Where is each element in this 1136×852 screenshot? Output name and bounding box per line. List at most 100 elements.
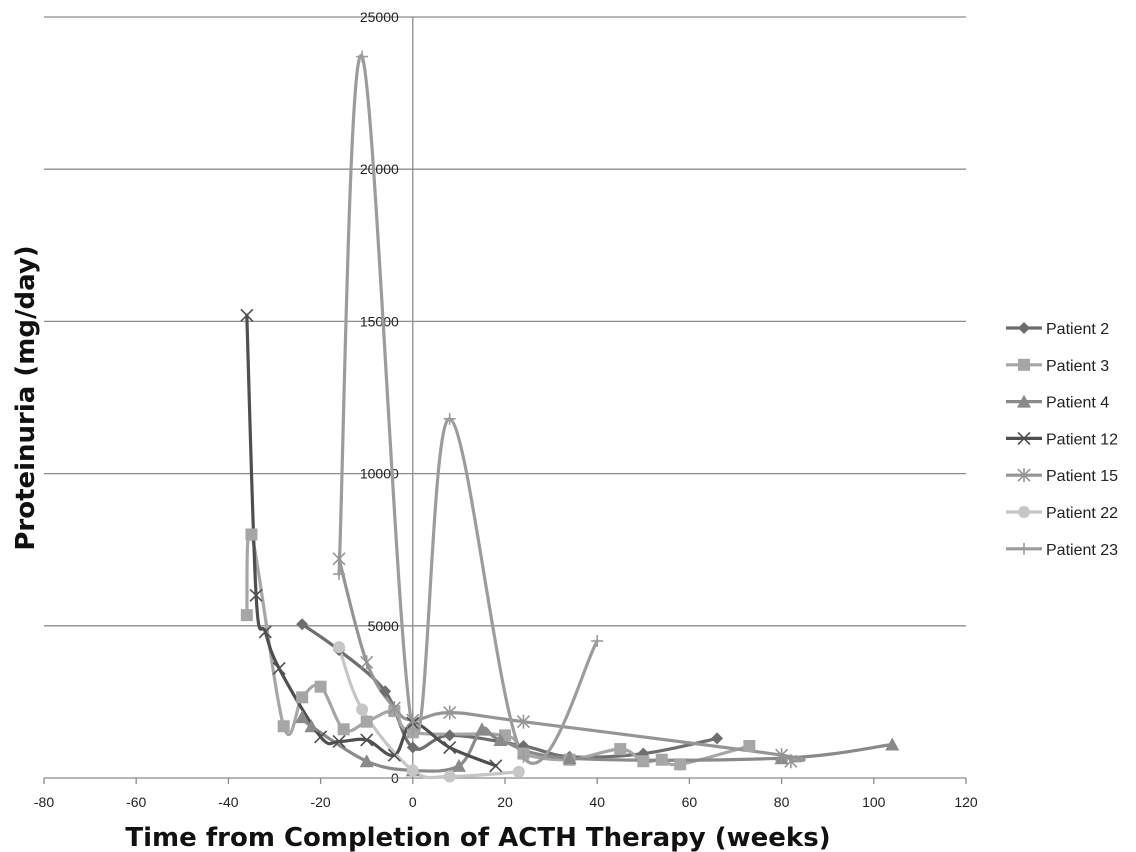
patient-22-point [512,765,525,778]
patient-12-point [249,588,263,602]
x-tick-label: 0 [409,794,417,810]
patient-12-point [272,661,286,675]
legend-item-patient-12: Patient 12 [1006,431,1118,448]
patient-12-point [489,759,503,773]
legend-label: Patient 4 [1046,395,1109,412]
patient-4-point [295,710,310,724]
patient-15-point [516,714,531,729]
legend-marker [1017,394,1031,408]
patient-4-point [304,719,319,733]
legend-marker [1018,358,1030,371]
patient-3-point [614,743,627,756]
patient-4-point [885,737,900,751]
y-tick-label: 10000 [360,466,399,482]
patient-12-point [258,625,272,639]
x-tick-label: 80 [774,794,790,810]
patient-12-point [240,308,254,322]
patient-22-point [406,764,419,777]
patient-15-point [784,754,798,769]
legend-marker [1017,468,1031,483]
patient-3-point [360,715,373,728]
patient-23-point [517,750,530,763]
patient-15-point [332,551,346,566]
patient-15-point [443,705,457,720]
patient-23-point [591,635,604,648]
x-tick-label: -60 [126,794,146,810]
patient-2-point [406,741,419,754]
patient-15-point [360,655,374,670]
patient-23-point [333,568,346,581]
patient-23-point [406,723,419,736]
x-tick-label: 60 [682,794,698,810]
patient-3-point [277,720,290,733]
patient-3-point [240,609,253,622]
series-markers [240,50,900,783]
patient-4-point [451,758,466,772]
series-lines [245,54,894,780]
patient-3-point [743,740,756,753]
patient-15-point [775,748,789,763]
x-tick-label: 40 [589,794,605,810]
patient-3-point [296,691,309,704]
y-tick-label: 20000 [360,161,399,177]
legend-label: Patient 3 [1046,358,1109,375]
x-tick-label: -20 [310,794,330,810]
legend-marker [1018,322,1030,334]
legend-marker [1017,431,1031,445]
patient-2-point [296,618,309,631]
legend-marker [1018,542,1030,555]
patient-3-point [314,680,327,693]
x-tick-label: 100 [862,794,886,810]
patient-4-point [493,732,508,746]
patient-15-point [387,700,401,715]
patient-23-point [356,50,369,63]
legend-label: Patient 12 [1046,431,1118,448]
legend-item-patient-22: Patient 22 [1006,505,1118,522]
y-tick-label: 5000 [368,618,399,634]
legend-item-patient-15: Patient 15 [1006,468,1118,485]
patient-22-point [356,703,369,716]
legend-marker [1018,506,1030,518]
patient-22-point [443,770,456,783]
legend-item-patient-23: Patient 23 [1006,542,1118,559]
patient-12-point [360,733,374,747]
patient-3-point [245,528,258,541]
patient-3-point [674,758,687,771]
legend: Patient 2 Patient 3 Patient 4 Patient 12 Pat… [1006,321,1118,559]
patient-3-point [637,755,650,768]
patient-23-point [443,412,456,425]
legend-item-patient-3: Patient 3 [1006,358,1109,375]
patient-2-point [443,729,456,742]
patient-2-point [379,685,392,698]
x-axis: -80 -60 -40 -20 0 20 40 60 80 100 120 [34,777,978,810]
x-tick-label: -40 [218,794,238,810]
x-tick-label: -80 [34,794,54,810]
patient-22-point [333,641,346,654]
legend-label: Patient 15 [1046,468,1118,485]
patient-4-point [359,754,374,768]
patient-12-point [443,740,457,755]
y-axis-title: Proteinuria (mg/day) [11,245,41,550]
patient-4-point [474,722,489,736]
x-axis-title: Time from Completion of ACTH Therapy (we… [125,823,830,852]
grid-lines [44,16,966,627]
patient-12-line [245,313,498,768]
legend-item-patient-2: Patient 2 [1006,321,1109,338]
y-tick-label: 15000 [360,313,399,329]
patient-4-line [300,715,894,773]
legend-label: Patient 2 [1046,321,1109,338]
y-tick-label: 25000 [360,9,399,25]
legend-item-patient-4: Patient 4 [1006,394,1109,412]
legend-label: Patient 22 [1046,505,1118,522]
patient-4-point [562,751,577,765]
patient-12-point [314,730,328,744]
x-tick-label: 20 [497,794,513,810]
x-tick-label: 120 [954,794,978,810]
patient-3-point [337,723,350,736]
patient-12-point [332,734,346,749]
legend-label: Patient 23 [1046,542,1118,559]
patient-2-point [711,732,724,745]
patient-12-point [387,748,401,762]
patient-3-point [655,753,668,766]
